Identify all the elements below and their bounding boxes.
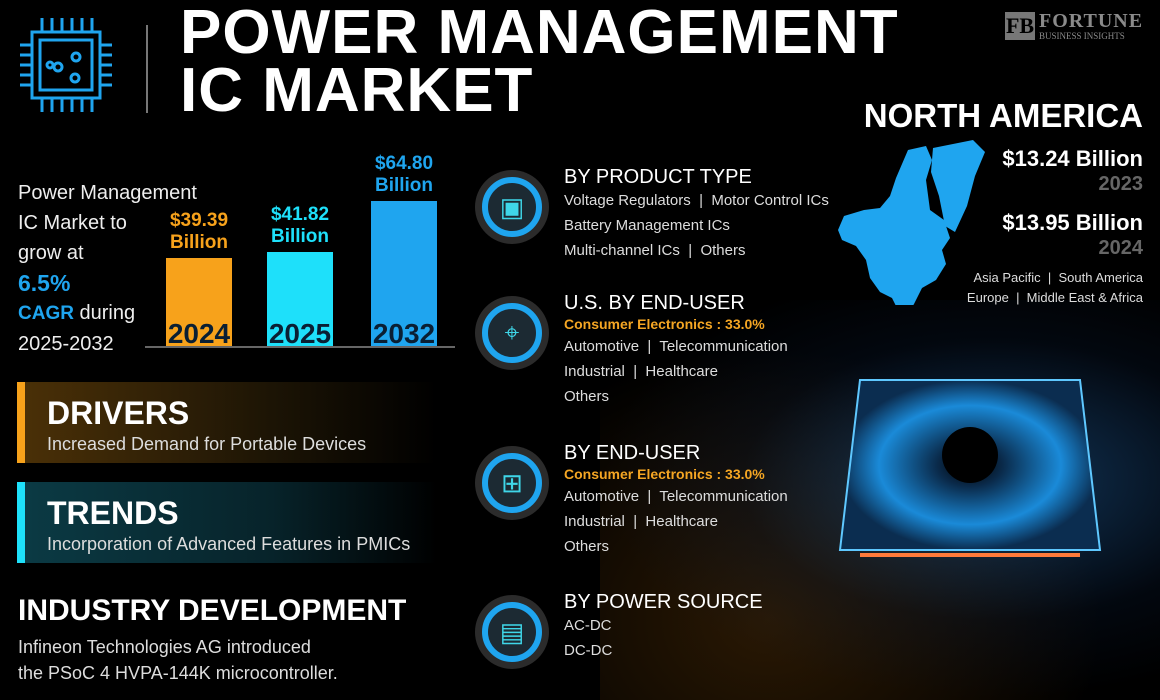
bar-year-label: 2025 — [268, 318, 332, 349]
segment-block: BY PRODUCT TYPE Voltage Regulators | Moto… — [564, 166, 829, 263]
segment-highlight: Consumer Electronics : 33.0% — [564, 466, 765, 482]
logo-mark: FB — [1005, 12, 1035, 40]
segment-item: Battery Management ICs — [564, 217, 730, 234]
circuit-board-icon: ▤ — [499, 616, 525, 647]
segment-item: Industrial | Healthcare — [564, 363, 718, 380]
segment-icon-badge: ▤ — [475, 595, 549, 669]
bar-unit: Billion — [374, 175, 434, 196]
logo-subtitle: BUSINESS INSIGHTS — [1039, 31, 1125, 41]
segment-item: Automotive | Telecommunication — [564, 338, 788, 355]
segment-highlight: Consumer Electronics : 33.0% — [564, 316, 765, 332]
trends-panel: TRENDS Incorporation of Advanced Feature… — [17, 482, 437, 563]
bar-2032: $64.80 Billion 2032 — [371, 153, 437, 349]
during-text: during — [73, 302, 136, 324]
bar-value: $64.80 — [374, 153, 434, 174]
region-value-2023: $13.24 Billion — [1002, 146, 1143, 171]
segment-item: DC-DC — [564, 642, 613, 659]
bar-unit: Billion — [169, 231, 229, 253]
segment-item: Voltage Regulators | Motor Control ICs — [564, 192, 829, 209]
circuit-icon: ⊞ — [501, 467, 523, 498]
other-regions: Europe | Middle East & Africa — [966, 290, 1143, 305]
bar-2024: $39.39 Billion 2024 — [166, 210, 232, 349]
cagr-value: 6.5% — [18, 270, 71, 296]
segment-block: BY POWER SOURCE AC-DC DC-DC — [564, 591, 763, 663]
segment-item: Others — [564, 538, 610, 555]
region-year-2023: 2023 — [1098, 173, 1144, 195]
bar-value-label: $64.80 Billion — [344, 153, 464, 197]
chart-baseline — [145, 346, 455, 348]
drivers-panel: DRIVERS Increased Demand for Portable De… — [17, 382, 437, 463]
segment-icon-badge: ⌖ — [475, 296, 549, 370]
segment-block: BY END-USER Consumer Electronics : 33.0% A… — [564, 442, 788, 559]
chip-illustration — [838, 379, 1102, 557]
title-line-1: POWER MANAGEMENT — [180, 0, 899, 67]
industry-text: Infineon Technologies AG introduced — [18, 637, 311, 657]
drivers-title: DRIVERS — [47, 395, 190, 431]
segment-item: Industrial | Healthcare — [564, 513, 718, 530]
bar-2025: $41.82 Billion 2025 — [267, 204, 333, 349]
trends-title: TRENDS — [47, 495, 179, 531]
industry-title: INDUSTRY DEVELOPMENT — [18, 594, 407, 627]
region-value-2024: $13.95 Billion — [1002, 210, 1143, 235]
summary-line: Power Management — [18, 182, 197, 204]
chip-icon: ▣ — [499, 191, 525, 222]
segment-title: U.S. BY END-USER — [564, 292, 745, 314]
north-america-map — [838, 140, 985, 305]
cagr-label: CAGR — [18, 303, 74, 324]
forecast-period: 2025-2032 — [18, 333, 114, 355]
logo-name: FORTUNE — [1039, 10, 1144, 32]
other-regions: Asia Pacific | South America — [973, 270, 1143, 285]
us-map-pin-icon: ⌖ — [504, 317, 520, 347]
bar-value-label: $39.39 Billion — [139, 210, 259, 254]
summary-line: IC Market to — [18, 212, 127, 234]
industry-text: the PSoC 4 HVPA-144K microcontroller. — [18, 663, 338, 683]
segment-item: Multi-channel ICs | Others — [564, 242, 746, 259]
bar-value: $41.82 — [270, 204, 330, 226]
trends-text: Incorporation of Advanced Features in PM… — [47, 534, 411, 554]
bar-value: $39.39 — [169, 209, 229, 231]
bar-unit: Billion — [270, 226, 330, 248]
industry-development: INDUSTRY DEVELOPMENT Infineon Technologi… — [18, 594, 406, 686]
summary-line: grow at — [18, 242, 84, 264]
title-line-2: IC MARKET — [180, 56, 534, 125]
bar-year-label: 2024 — [167, 318, 231, 349]
segment-item: AC-DC — [564, 617, 612, 634]
growth-summary: Power Management IC Market to grow at 6.… — [18, 178, 197, 359]
chip-logo-icon — [20, 18, 112, 112]
segment-block: U.S. BY END-USER Consumer Electronics : 3… — [564, 292, 788, 409]
page-title: POWER MANAGEMENT IC MARKET — [180, 0, 899, 125]
segment-title: BY PRODUCT TYPE — [564, 166, 752, 188]
title-divider — [146, 25, 148, 113]
bar-value-label: $41.82 Billion — [240, 204, 360, 248]
segment-icon-badge: ▣ — [475, 170, 549, 244]
bar-year-label: 2032 — [372, 318, 436, 349]
segment-item: Others — [564, 388, 610, 405]
drivers-text: Increased Demand for Portable Devices — [47, 434, 367, 454]
segment-item: Automotive | Telecommunication — [564, 488, 788, 505]
region-year-2024: 2024 — [1098, 237, 1144, 259]
segment-title: BY END-USER — [564, 442, 701, 464]
region-title: NORTH AMERICA — [863, 97, 1143, 134]
market-size-bar-chart: $39.39 Billion 2024 $41.82 Billion 2025 $64.80… — [145, 146, 455, 349]
segment-icon-badge: ⊞ — [475, 446, 549, 520]
segment-title: BY POWER SOURCE — [564, 591, 763, 613]
